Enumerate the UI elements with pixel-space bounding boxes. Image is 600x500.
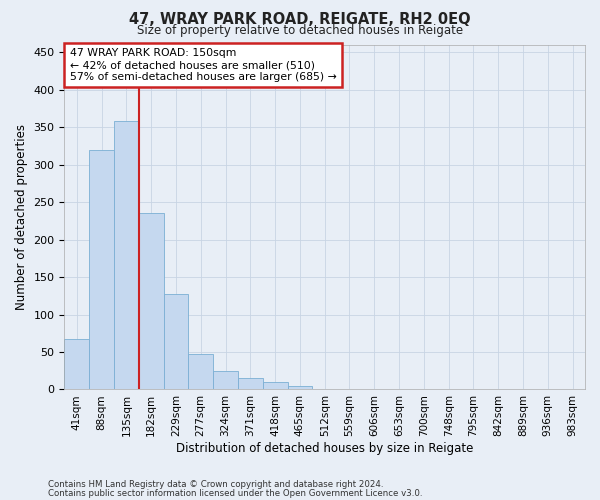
Bar: [213, 370, 238, 390]
Bar: [511, 388, 535, 390]
Text: Contains public sector information licensed under the Open Government Licence v3: Contains public sector information licen…: [48, 488, 422, 498]
Bar: [461, 388, 486, 390]
Bar: [238, 378, 263, 390]
Bar: [287, 386, 313, 390]
Y-axis label: Number of detached properties: Number of detached properties: [15, 124, 28, 310]
X-axis label: Distribution of detached houses by size in Reigate: Distribution of detached houses by size …: [176, 442, 473, 455]
Text: 47, WRAY PARK ROAD, REIGATE, RH2 0EQ: 47, WRAY PARK ROAD, REIGATE, RH2 0EQ: [129, 12, 471, 28]
Text: Size of property relative to detached houses in Reigate: Size of property relative to detached ho…: [137, 24, 463, 37]
Text: 47 WRAY PARK ROAD: 150sqm
← 42% of detached houses are smaller (510)
57% of semi: 47 WRAY PARK ROAD: 150sqm ← 42% of detac…: [70, 48, 337, 82]
Bar: [263, 382, 287, 390]
Bar: [89, 150, 114, 390]
Bar: [188, 354, 213, 390]
Bar: [362, 388, 386, 390]
Bar: [114, 122, 139, 390]
Bar: [313, 388, 337, 390]
Bar: [139, 214, 164, 390]
Bar: [64, 340, 89, 390]
Text: Contains HM Land Registry data © Crown copyright and database right 2024.: Contains HM Land Registry data © Crown c…: [48, 480, 383, 489]
Bar: [164, 294, 188, 390]
